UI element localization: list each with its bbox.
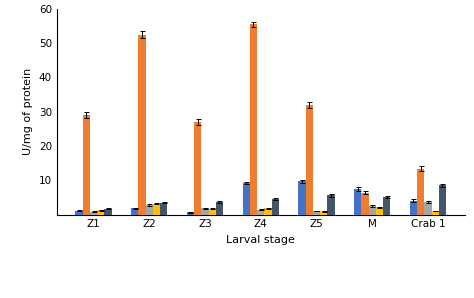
Bar [153,204,160,215]
Bar [104,209,112,215]
Bar [264,208,272,215]
Y-axis label: U/mg of protein: U/mg of protein [23,68,33,155]
Bar [216,202,223,215]
Bar [361,193,368,215]
Bar [431,211,439,215]
Bar [327,195,335,215]
Bar [306,105,313,215]
Bar [424,201,431,215]
Bar [257,210,264,215]
Bar [368,206,376,215]
Bar [194,122,201,215]
X-axis label: Larval stage: Larval stage [226,235,295,245]
Bar [243,183,250,215]
Bar [410,201,417,215]
Bar [313,211,320,215]
Bar [354,189,361,215]
Bar [201,208,209,215]
Bar [138,35,146,215]
Bar [82,115,90,215]
Bar [97,210,104,215]
Bar [439,185,446,215]
Bar [383,197,390,215]
Bar [146,205,153,215]
Bar [272,199,279,215]
Bar [75,211,82,215]
Bar [250,24,257,215]
Bar [90,212,97,215]
Bar [131,208,138,215]
Bar [320,212,327,215]
Bar [417,169,424,215]
Bar [187,212,194,215]
Bar [376,207,383,215]
Bar [160,203,167,215]
Bar [209,209,216,215]
Bar [298,181,306,215]
